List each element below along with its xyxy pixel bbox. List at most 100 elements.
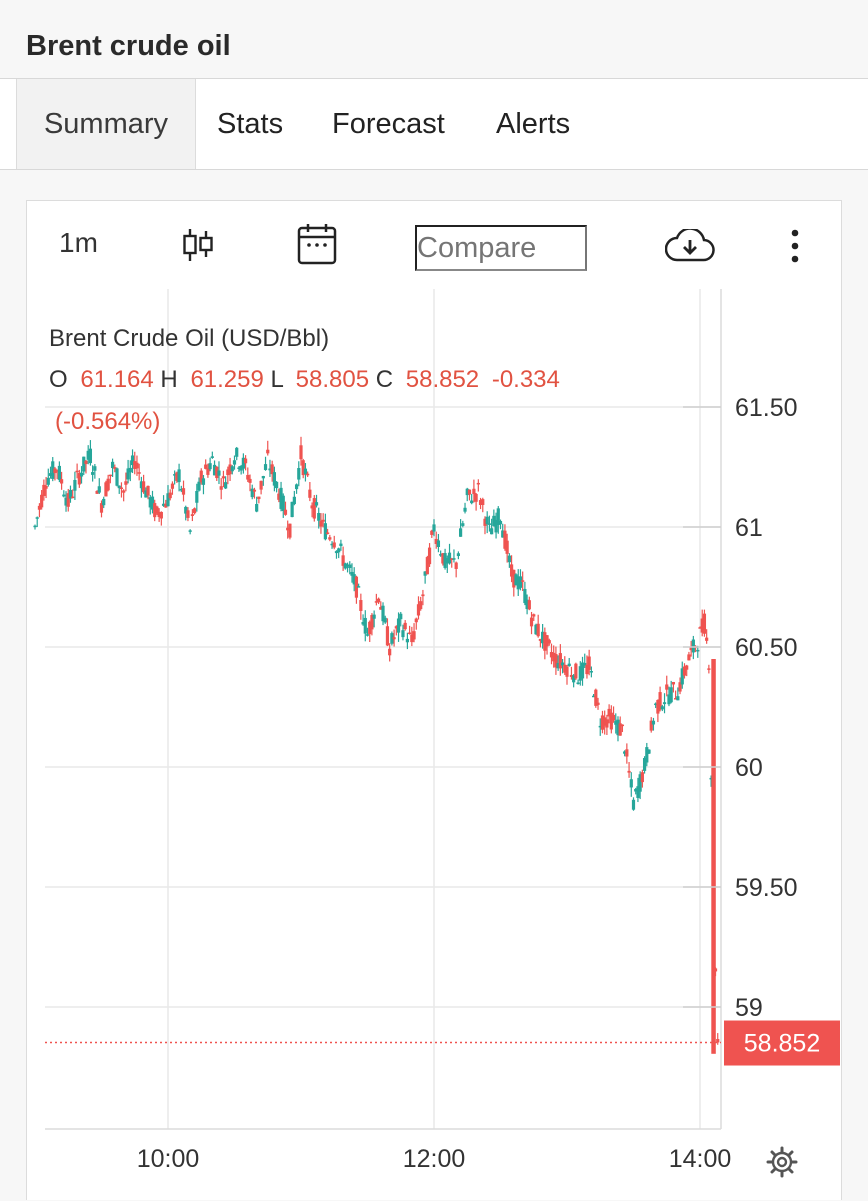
candle-body	[667, 694, 671, 705]
candle-body	[574, 663, 578, 679]
candle-body	[443, 553, 447, 568]
candle-body	[226, 469, 230, 476]
candle-body	[645, 747, 649, 763]
candle-body	[137, 472, 141, 474]
candle-body	[281, 495, 285, 512]
tab-forecast[interactable]: Forecast	[332, 108, 445, 140]
candle-body	[42, 484, 46, 496]
candle-body	[589, 671, 593, 673]
candle-body	[432, 524, 436, 532]
candle-body	[505, 540, 509, 554]
tab-summary[interactable]: Summary	[16, 79, 196, 169]
candle-body	[394, 626, 398, 629]
candle-body	[117, 485, 121, 489]
candle-body	[423, 571, 427, 576]
tab-stats[interactable]: Stats	[217, 108, 284, 140]
compare-input[interactable]	[415, 225, 587, 271]
candle-body	[467, 489, 472, 495]
candle-body	[399, 613, 403, 620]
candlestick-icon[interactable]	[181, 227, 215, 268]
candle-body	[73, 479, 77, 491]
candle-body	[310, 505, 314, 509]
candle-body	[122, 490, 126, 493]
candle-body	[534, 624, 538, 635]
candle-body	[419, 601, 423, 610]
candle-body	[99, 503, 104, 513]
candle-body	[68, 489, 73, 499]
candle-body	[33, 525, 37, 528]
candle-body	[536, 623, 540, 637]
candle-body	[671, 681, 675, 685]
candle-body	[541, 631, 545, 644]
candle-body	[197, 481, 201, 491]
candle-body	[594, 689, 598, 706]
legend-ohlc: O 61.164 H 61.259 L 58.805 C 58.852 -0.3…	[49, 366, 560, 393]
candle-body	[339, 543, 343, 547]
more-vertical-icon[interactable]	[789, 229, 801, 270]
candle-body	[445, 558, 449, 564]
candle-body	[283, 509, 288, 515]
candle-body	[115, 468, 119, 486]
y-tick-label: 60.50	[735, 634, 798, 662]
candle-body	[193, 508, 197, 514]
candle-body	[228, 464, 232, 475]
candle-body	[580, 662, 585, 679]
candle-body	[421, 594, 425, 597]
candle-body	[403, 622, 407, 630]
candle-body	[204, 464, 208, 469]
candle-body	[572, 675, 576, 683]
candle-body	[343, 563, 347, 569]
legend-change-value: -0.334	[492, 366, 560, 393]
candle-body	[525, 599, 529, 610]
candle-body	[308, 489, 312, 498]
candle-body	[286, 527, 290, 531]
candle-body	[275, 481, 279, 489]
candle-body	[405, 638, 409, 643]
tab-alerts[interactable]: Alerts	[496, 108, 571, 140]
candle-body	[266, 449, 270, 454]
candle-body	[665, 684, 669, 690]
candle-body	[485, 516, 489, 525]
candle-body	[649, 720, 653, 731]
candle-body	[354, 576, 359, 598]
candle-body	[696, 649, 700, 652]
candle-body	[93, 466, 97, 471]
legend-change-percent: (-0.564%)	[55, 408, 160, 435]
gear-icon[interactable]	[765, 1145, 799, 1184]
candle-body	[436, 540, 441, 548]
price-chart[interactable]: Brent Crude Oil (USD/Bbl) O 61.164 H 61.…	[27, 201, 843, 1201]
candle-body	[716, 1038, 720, 1043]
candle-body	[294, 484, 299, 490]
candle-body	[501, 530, 505, 538]
candle-body	[46, 477, 50, 485]
interval-selector[interactable]: 1m	[59, 227, 98, 258]
candle-body	[130, 455, 135, 466]
x-axis: 10:00 12:00 14:00	[137, 1145, 732, 1173]
candle-body	[662, 702, 667, 705]
chart-panel: 1m	[26, 200, 842, 1200]
cloud-download-icon[interactable]	[664, 227, 715, 268]
chart-toolbar: 1m	[27, 201, 843, 289]
candle-body	[647, 749, 651, 754]
candle-body-last	[711, 659, 716, 1054]
candle-body	[84, 460, 88, 464]
candle-body	[414, 618, 418, 623]
candle-body	[97, 486, 101, 493]
candle-body	[357, 586, 361, 588]
candle-body	[651, 720, 656, 725]
candle-body	[224, 482, 228, 489]
candle-body	[259, 480, 263, 490]
candle-body	[527, 600, 531, 610]
calendar-icon[interactable]	[297, 223, 337, 270]
candle-body	[408, 632, 412, 634]
candle-body	[110, 461, 115, 469]
candle-body	[434, 538, 438, 544]
candle-body	[483, 518, 487, 526]
candle-body	[257, 496, 261, 500]
candle-body	[392, 637, 396, 640]
candle-body	[629, 779, 633, 788]
candle-body	[678, 682, 682, 692]
candle-body	[297, 468, 301, 480]
candle-body	[113, 467, 117, 469]
x-tick-label: 10:00	[137, 1145, 200, 1173]
